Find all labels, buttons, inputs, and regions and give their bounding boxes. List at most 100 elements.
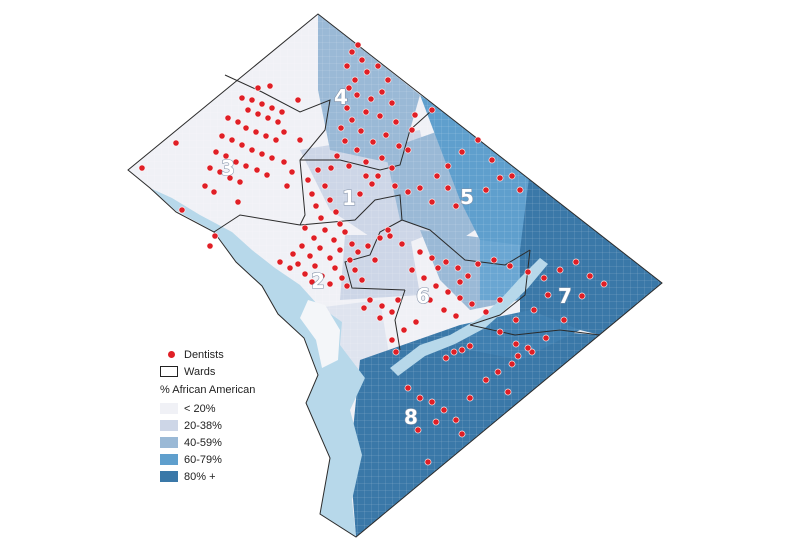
dentist-dot	[360, 304, 368, 312]
dentist-dots	[138, 41, 608, 466]
ward-7-8-boundary	[469, 324, 601, 336]
dentist-dot	[416, 184, 424, 192]
dentist-dot	[458, 430, 466, 438]
dentist-dot	[304, 176, 312, 184]
dentist-dot	[542, 334, 550, 342]
dentist-dot	[272, 136, 280, 144]
dentist-dot	[348, 116, 356, 124]
dentist-dot	[432, 282, 440, 290]
dentist-dot	[444, 288, 452, 296]
legend-swatch	[160, 420, 178, 431]
dentist-dot	[294, 96, 302, 104]
dentist-dot	[348, 48, 356, 56]
dentist-dot	[386, 232, 394, 240]
dentist-dot	[440, 306, 448, 314]
dentist-dot	[420, 274, 428, 282]
legend-dentists: Dentists	[160, 346, 290, 363]
dentist-dot	[456, 294, 464, 302]
dentist-dot	[434, 264, 442, 272]
dentist-dot	[474, 136, 482, 144]
dentist-dot	[404, 384, 412, 392]
ward-label-5: 5	[460, 185, 474, 209]
dentist-dot	[556, 266, 564, 274]
dentist-dot	[416, 394, 424, 402]
dentist-dot	[222, 152, 230, 160]
legend-class: < 20%	[160, 400, 290, 417]
ward-3-4-boundary	[224, 74, 331, 226]
dentist-dot	[496, 328, 504, 336]
dentist-dot	[374, 172, 382, 180]
dentist-dot	[224, 114, 232, 122]
dentist-dot	[504, 388, 512, 396]
ward-2-6-south	[394, 289, 406, 351]
dentist-dot	[258, 150, 266, 158]
ward-label-3: 3	[221, 156, 235, 180]
dentist-dot	[508, 360, 516, 368]
dentist-dot	[366, 296, 374, 304]
dentist-dot	[362, 108, 370, 116]
dentist-dot	[356, 190, 364, 198]
legend-class: 20-38%	[160, 417, 290, 434]
dentist-dot	[216, 168, 224, 176]
dentist-dot	[388, 164, 396, 172]
dentist-dot	[280, 158, 288, 166]
dentist-dot	[252, 128, 260, 136]
dentist-dot	[253, 166, 261, 174]
ward-label-4: 4	[334, 85, 348, 109]
dentist-dot	[317, 214, 325, 222]
dentist-dot	[351, 266, 359, 274]
dentist-dot	[412, 318, 420, 326]
dentist-dot	[296, 136, 304, 144]
dentist-dot	[362, 158, 370, 166]
legend-class: 40-59%	[160, 434, 290, 451]
dentist-dot	[238, 141, 246, 149]
dentist-dot	[234, 198, 242, 206]
dentist-dot	[262, 132, 270, 140]
dentist-dot	[384, 226, 392, 234]
legend-class-label: 20-38%	[184, 419, 222, 432]
dentist-dot	[456, 278, 464, 286]
dentist-dot	[524, 344, 532, 352]
dentist-dot	[376, 234, 384, 242]
dentist-dot	[332, 208, 340, 216]
dentist-dot	[444, 184, 452, 192]
ward-labels: 4 3 1 5 2 6 7 8	[220, 84, 572, 429]
legend-class: 80% +	[160, 468, 290, 485]
dentist-dot	[408, 266, 416, 274]
dentist-dot	[432, 418, 440, 426]
ward-label-2: 2	[311, 269, 325, 293]
dentist-dot	[358, 276, 366, 284]
dentist-dot	[316, 244, 324, 252]
dentist-dot	[343, 282, 351, 290]
dentist-dot	[345, 84, 353, 92]
dentist-dot	[392, 348, 400, 356]
dentist-dot	[321, 226, 329, 234]
dentist-dot	[308, 278, 316, 286]
legend-class: 60-79%	[160, 451, 290, 468]
dentist-dot	[311, 262, 319, 270]
dentist-dot	[363, 68, 371, 76]
dentist-dot	[426, 296, 434, 304]
dentist-dot	[482, 186, 490, 194]
legend-swatch	[160, 437, 178, 448]
dentist-dot	[351, 76, 359, 84]
dentist-dot	[248, 96, 256, 104]
dentist-dot	[398, 240, 406, 248]
dentist-dot-icon	[168, 351, 175, 358]
dentist-dot	[353, 146, 361, 154]
dentist-dot	[482, 376, 490, 384]
dentist-dot	[392, 118, 400, 126]
dentist-dot	[341, 137, 349, 145]
dentist-dot	[368, 180, 376, 188]
dentist-dot	[516, 186, 524, 194]
dentist-dot	[468, 300, 476, 308]
dentist-dot	[364, 242, 372, 250]
dentist-dot	[482, 308, 490, 316]
dentist-dot	[333, 152, 341, 160]
dentist-dot	[232, 158, 240, 166]
dentist-dot	[444, 162, 452, 170]
dentist-dot	[433, 172, 441, 180]
dentist-dot	[452, 202, 460, 210]
dentist-dot	[236, 178, 244, 186]
